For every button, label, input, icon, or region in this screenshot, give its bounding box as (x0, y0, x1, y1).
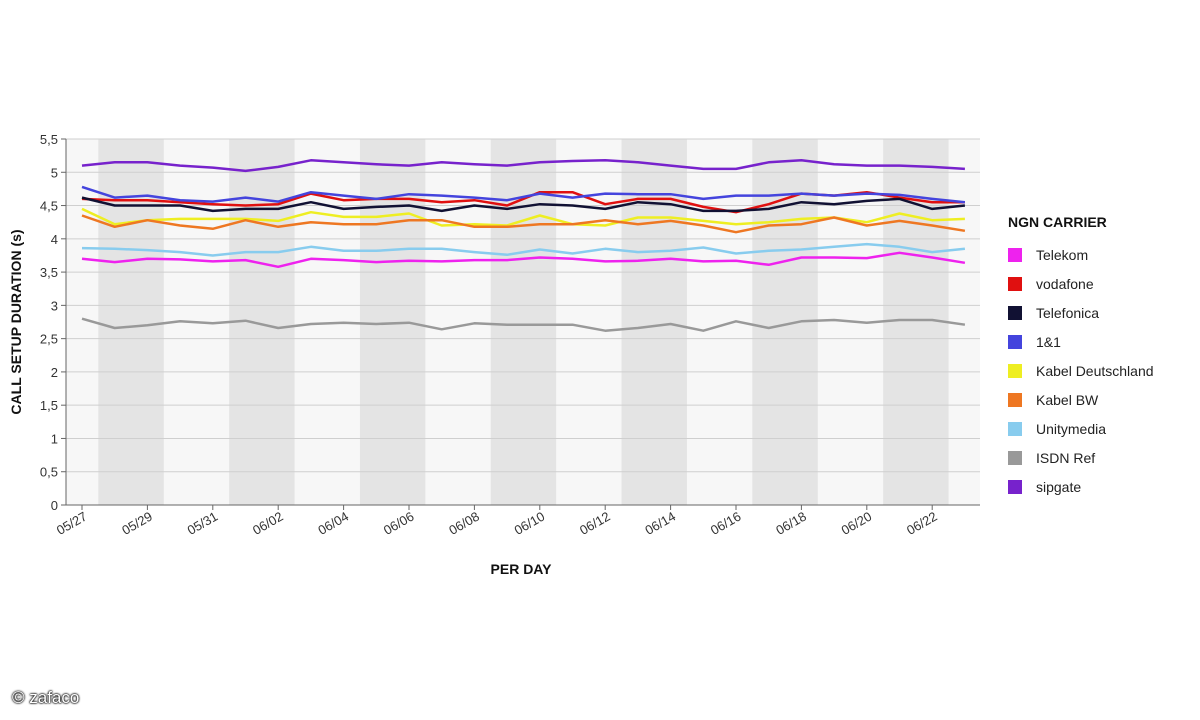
y-tick-label: 5 (51, 165, 58, 180)
gridlines (61, 138, 980, 506)
legend-item: sipgate (1008, 472, 1193, 501)
series-line-isdn-ref (81, 317, 966, 332)
legend-swatch (1008, 247, 1022, 262)
legend-label: Kabel Deutschland (1036, 362, 1154, 379)
x-tick-label: 05/29 (119, 509, 155, 538)
x-tick-label: 05/27 (54, 509, 90, 538)
x-tick-label: 06/14 (642, 509, 678, 538)
legend-item: Kabel BW (1008, 385, 1193, 414)
legend-label: Telefonica (1036, 304, 1100, 321)
legend-title: NGN CARRIER (1008, 214, 1107, 230)
series-line-unitymedia (81, 242, 966, 257)
y-tick-label: 4 (51, 232, 58, 247)
plot-band (98, 139, 164, 505)
legend-label: ISDN Ref (1036, 449, 1096, 466)
legend-label: sipgate (1036, 478, 1082, 495)
x-axis-label: PER DAY (491, 561, 553, 577)
x-tick-label: 06/08 (446, 509, 482, 538)
x-tick-label: 06/12 (577, 509, 613, 538)
series-line-1-1 (81, 185, 966, 204)
series-lines (81, 159, 966, 332)
watermark: © zafaco (12, 688, 80, 707)
legend-item: 1&1 (1008, 327, 1193, 356)
y-tick-label: 1 (51, 431, 58, 446)
y-axis-label: CALL SETUP DURATION (s) (8, 229, 24, 414)
y-tick-label: 4,5 (40, 199, 58, 214)
legend: NGN CARRIER Telekom vodafone Telefonica 1&1… (1008, 214, 1193, 501)
legend-swatch (1008, 276, 1022, 291)
legend-item: Unitymedia (1008, 414, 1193, 443)
series-line-kabel-deutschland (81, 207, 965, 227)
legend-item: Telefonica (1008, 298, 1193, 327)
y-tick-label: 1,5 (40, 398, 58, 413)
series-line-sipgate (81, 159, 965, 173)
series-line-telekom (81, 251, 966, 269)
x-axis-ticks: 05/27 05/29 05/31 06/02 06/04 06/06 06/08 06/10… (54, 505, 940, 538)
y-tick-label: 2 (51, 365, 58, 380)
legend-swatch (1008, 421, 1022, 436)
x-tick-label: 06/02 (250, 509, 286, 538)
legend-swatch (1008, 392, 1022, 407)
legend-label: vodafone (1036, 275, 1094, 292)
y-tick-label: 0 (51, 498, 58, 513)
x-tick-label: 06/22 (904, 509, 940, 538)
x-tick-label: 06/04 (315, 509, 351, 538)
legend-label: Telekom (1036, 246, 1089, 263)
y-tick-label: 0,5 (40, 465, 58, 480)
legend-item: Kabel Deutschland (1008, 356, 1193, 385)
y-tick-label: 3 (51, 298, 58, 313)
x-tick-label: 06/20 (839, 509, 875, 538)
legend-item: ISDN Ref (1008, 443, 1193, 472)
legend-swatch (1008, 450, 1022, 465)
legend-swatch (1008, 479, 1022, 494)
y-tick-label: 2,5 (40, 332, 58, 347)
legend-item: Telekom (1008, 240, 1193, 269)
legend-label: 1&1 (1036, 333, 1061, 350)
x-tick-label: 06/16 (708, 509, 744, 538)
legend-items: Telekom vodafone Telefonica 1&1 Kabel Deutsc… (1008, 240, 1193, 501)
y-tick-label: 5,5 (40, 132, 58, 147)
x-tick-label: 06/10 (512, 509, 548, 538)
x-tick-label: 05/31 (185, 509, 221, 538)
y-tick-label: 3,5 (40, 265, 58, 280)
legend-swatch (1008, 334, 1022, 349)
series-line-telefonica (81, 196, 966, 213)
y-axis-ticks: 0 0,5 1 1,5 2 2,5 3 3,5 4 4,5 5 5,5 (40, 132, 58, 513)
legend-label: Unitymedia (1036, 420, 1107, 437)
legend-swatch (1008, 363, 1022, 378)
series-line-kabel-bw (81, 214, 966, 234)
x-tick-label: 06/18 (773, 509, 809, 538)
legend-label: Kabel BW (1036, 391, 1099, 408)
legend-swatch (1008, 305, 1022, 320)
x-tick-label: 06/06 (381, 509, 417, 538)
legend-item: vodafone (1008, 269, 1193, 298)
